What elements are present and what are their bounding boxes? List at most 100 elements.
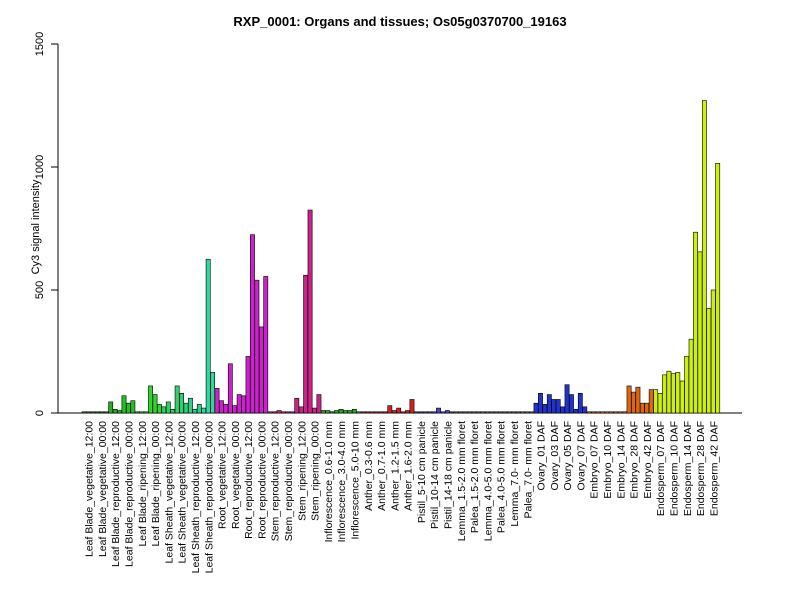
bar (281, 411, 286, 414)
bar (250, 234, 255, 414)
x-tick-label: Leaf Sheath_reproductive_00:00 (203, 421, 215, 574)
bar (449, 411, 455, 414)
bar (569, 394, 574, 414)
bar (453, 411, 459, 414)
y-tick-label-0: 0 (34, 410, 46, 416)
bar (196, 404, 202, 414)
x-tick-label: Pistil_14-18 cm panicle (443, 421, 455, 529)
bar (471, 411, 477, 414)
y-tick-label-1500: 1500 (34, 32, 46, 56)
bar (595, 411, 601, 414)
bar (130, 400, 136, 414)
bar (258, 326, 264, 414)
bar (622, 411, 628, 414)
bar (121, 395, 127, 414)
bar (396, 407, 402, 414)
bar (214, 388, 220, 414)
x-tick-labels: Leaf Blade_vegetative_12:00 Leaf Blade_ve… (84, 421, 721, 574)
x-tick-label: Root_reproductive_00:00 (256, 421, 268, 539)
bar (285, 411, 291, 414)
bar (210, 372, 216, 414)
bar (613, 411, 619, 414)
bar (662, 374, 667, 414)
x-tick-label: Stem_ripening_00:00 (310, 421, 322, 521)
bar (378, 411, 384, 414)
bar (538, 393, 543, 414)
x-tick-label: Anther_1.2-1.5 mm (389, 421, 401, 511)
bar (529, 411, 534, 414)
bar (360, 411, 366, 414)
bar (445, 410, 450, 414)
x-tick-label: Palea_1.5-2.0 mm floret (469, 421, 481, 533)
bar (600, 411, 605, 414)
x-tick-label: Anther_0.3-0.6 mm (363, 421, 375, 511)
bar (644, 402, 650, 414)
bar (294, 397, 300, 414)
bar (520, 411, 526, 414)
x-tick-label: Ovary_07 DAF (575, 421, 587, 490)
x-tick-label: Embryo_28 DAF (629, 421, 641, 499)
bar (143, 411, 149, 414)
bar (170, 409, 176, 414)
bar (165, 401, 171, 414)
bar (351, 409, 357, 414)
x-tick-label: Embryo_10 DAF (602, 421, 614, 499)
x-tick-label: Anther_1.6-2.0 mm (403, 421, 415, 511)
bar (241, 395, 247, 414)
bar (635, 386, 641, 414)
x-tick-label: Endosperm_28 DAF (695, 421, 707, 516)
bar (219, 400, 224, 414)
x-tick-label: Stem_reproductive_00:00 (283, 421, 295, 541)
bar (604, 411, 610, 414)
x-tick-label: Leaf Blade_ripening_12:00 (137, 421, 149, 547)
bar (400, 411, 406, 414)
bar (555, 399, 561, 414)
bar (108, 401, 114, 414)
bar (90, 411, 96, 414)
x-tick-label: Lemma_1.5-2.0 mm floret (456, 421, 468, 541)
bars-group (81, 100, 721, 414)
x-tick-label: Lemma_4.0-5.0 mm floret (482, 421, 494, 541)
bar (347, 410, 353, 414)
bar (320, 410, 326, 414)
bar (188, 397, 193, 414)
y-tick-label-1000: 1000 (34, 155, 46, 179)
bar (391, 410, 397, 414)
bar (418, 411, 424, 414)
bar (626, 385, 632, 414)
bar (502, 411, 508, 414)
bar (484, 411, 490, 414)
bar (245, 356, 251, 414)
bar (307, 209, 313, 414)
bar (440, 411, 446, 414)
x-tick-label: Leaf Sheath_reproductive_12:00 (190, 421, 202, 574)
bar (94, 411, 100, 414)
bar (639, 402, 645, 414)
bar (560, 406, 566, 414)
bar (157, 404, 162, 414)
y-axis-label: Cy3 signal intensity (30, 179, 42, 274)
bar (329, 411, 335, 414)
bar (263, 276, 269, 414)
bar (648, 389, 654, 414)
bar (232, 405, 238, 414)
bar (546, 394, 552, 414)
bar (334, 410, 340, 414)
bar (405, 410, 410, 414)
bar (316, 394, 322, 414)
bar (409, 399, 415, 414)
bar (431, 411, 437, 414)
bar (573, 409, 579, 414)
bar (436, 407, 441, 414)
bar (387, 405, 393, 414)
bar (81, 411, 87, 414)
bar (684, 356, 690, 414)
bar (458, 411, 464, 414)
x-tick-label: Palea_4.0-5.0 mm floret (496, 421, 508, 533)
bar (693, 231, 698, 414)
bar (325, 410, 331, 414)
x-tick-label: Leaf Blade_reproductive_12:00 (110, 421, 122, 567)
bar (476, 411, 481, 414)
bar (710, 289, 716, 414)
bar (697, 251, 703, 414)
